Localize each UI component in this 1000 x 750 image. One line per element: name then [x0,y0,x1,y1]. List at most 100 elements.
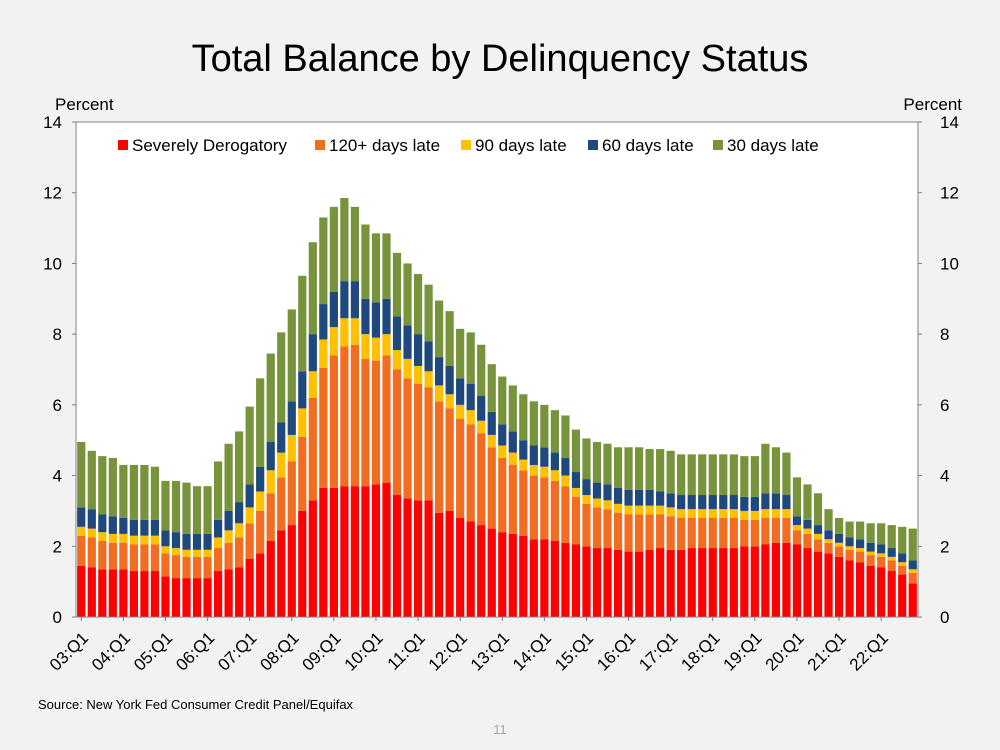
bar-90-days-late-52 [624,505,633,515]
bar-30-days-late-41 [508,385,517,432]
bar-30-days-late-73 [845,521,854,538]
bar-severely-derogatory-5 [129,571,138,617]
bar-60-days-late-29 [382,298,391,335]
bar-30-days-late-57 [677,454,686,496]
bar-90-days-late-25 [340,318,349,347]
bar-120-days-late-32 [413,383,423,501]
bar-30-days-late-32 [413,274,423,335]
y-tick-label-left-0: 0 [53,608,62,627]
bar-30-days-late-43 [529,401,538,446]
bar-30-days-late-9 [171,480,181,533]
bar-90-days-late-70 [813,533,823,540]
bar-60-days-late-3 [108,516,117,534]
y-tick-label-left-14: 14 [43,113,62,132]
bar-severely-derogatory-26 [350,486,360,617]
bar-60-days-late-13 [213,519,223,538]
bar-90-days-late-28 [371,337,381,361]
bar-120-days-late-40 [498,457,507,533]
bar-90-days-late-14 [224,530,233,543]
bar-120-days-late-66 [771,518,781,543]
bar-severely-derogatory-56 [666,549,675,617]
bar-severely-derogatory-78 [898,574,907,617]
bar-30-days-late-53 [634,447,644,490]
bar-60-days-late-69 [803,519,812,529]
bar-30-days-late-45 [550,410,559,453]
bar-120-days-late-38 [477,433,486,526]
bar-60-days-late-18 [266,441,275,471]
bar-90-days-late-47 [571,487,581,497]
bar-90-days-late-73 [845,546,854,550]
x-tick-label-11-Q1: 11:Q1 [384,628,429,673]
bar-90-days-late-31 [403,358,412,379]
bar-severely-derogatory-28 [371,484,381,617]
bar-120-days-late-51 [613,512,623,550]
bar-120-days-late-31 [403,378,412,499]
bar-60-days-late-28 [371,302,381,338]
bar-90-days-late-22 [308,371,317,398]
bar-60-days-late-45 [550,452,559,471]
bar-60-days-late-59 [698,495,707,510]
bar-30-days-late-79 [908,528,917,561]
bar-severely-derogatory-24 [329,487,338,617]
bar-90-days-late-64 [750,510,759,520]
bar-30-days-late-55 [656,449,665,492]
bar-90-days-late-72 [834,542,844,547]
bar-120-days-late-65 [761,518,770,545]
bar-severely-derogatory-17 [256,553,265,617]
bar-severely-derogatory-54 [645,549,654,617]
bar-30-days-late-40 [498,376,507,425]
bar-30-days-late-31 [403,263,412,326]
bar-30-days-late-10 [182,482,191,534]
bar-30-days-late-74 [856,521,865,540]
bar-120-days-late-10 [182,556,191,579]
bar-severely-derogatory-79 [908,583,917,617]
bar-30-days-late-5 [129,464,138,520]
chart-title: Total Balance by Delinquency Status [191,38,809,80]
bar-severely-derogatory-47 [571,544,581,617]
bar-severely-derogatory-61 [719,548,728,617]
bar-90-days-late-40 [498,445,507,458]
bar-120-days-late-7 [150,544,160,572]
bar-severely-derogatory-36 [456,518,465,617]
y-tick-label-left-10: 10 [43,254,62,273]
bar-60-days-late-68 [792,516,802,526]
bar-90-days-late-6 [140,535,149,545]
bar-severely-derogatory-67 [782,542,791,617]
bar-90-days-late-5 [129,535,138,545]
bar-120-days-late-55 [656,514,665,549]
bar-30-days-late-4 [119,464,128,518]
bar-severely-derogatory-11 [192,578,202,617]
bar-90-days-late-3 [108,533,117,543]
bar-30-days-late-20 [287,309,296,402]
bar-severely-derogatory-52 [624,551,633,617]
bar-90-days-late-71 [824,539,833,543]
bar-30-days-late-27 [361,224,370,299]
bar-30-days-late-2 [98,456,107,515]
bar-90-days-late-24 [329,327,338,356]
bar-90-days-late-59 [698,509,707,518]
bar-120-days-late-37 [466,424,475,522]
bar-120-days-late-2 [98,540,107,570]
bar-severely-derogatory-37 [466,521,475,617]
x-tick-label-22-Q1: 22:Q1 [846,628,892,674]
bar-120-days-late-60 [708,518,717,549]
legend-label-120-days-late: 120+ days late [329,136,440,155]
bar-120-days-late-61 [719,518,728,549]
bar-30-days-late-63 [740,456,749,497]
y-tick-label-right-4: 4 [940,467,949,486]
bar-severely-derogatory-72 [834,556,844,617]
bar-severely-derogatory-41 [508,533,517,617]
bar-90-days-late-11 [192,549,202,557]
bar-90-days-late-2 [98,532,107,541]
x-tick-label-16-Q1: 16:Q1 [593,628,639,674]
bar-90-days-late-67 [782,509,791,518]
bar-severely-derogatory-48 [582,546,591,617]
bar-90-days-late-68 [792,525,802,531]
bar-30-days-late-17 [256,378,265,467]
bar-severely-derogatory-60 [708,548,717,617]
bar-60-days-late-61 [719,495,728,510]
bar-90-days-late-79 [908,569,917,573]
bar-severely-derogatory-69 [803,548,812,617]
bar-severely-derogatory-4 [119,569,128,617]
bar-120-days-late-68 [792,530,802,545]
